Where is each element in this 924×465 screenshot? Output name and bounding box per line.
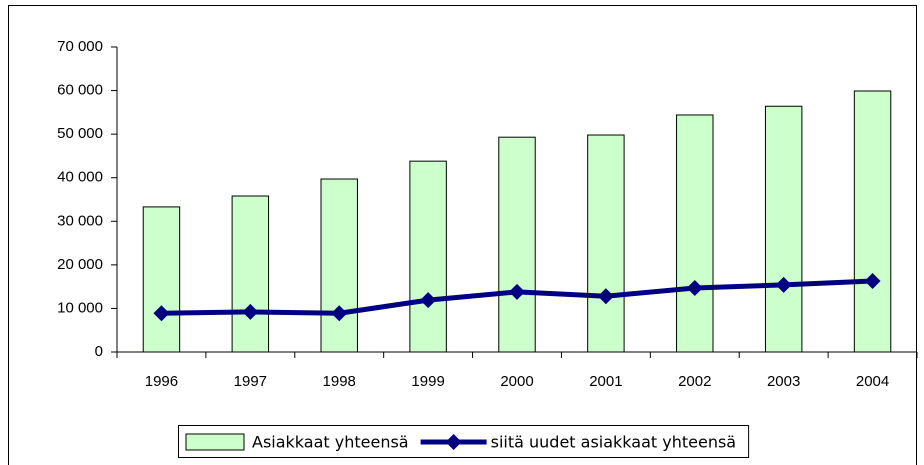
- x-tick-label: 1999: [411, 373, 444, 390]
- x-tick-label: 1996: [145, 373, 178, 390]
- x-tick-label: 2003: [767, 373, 800, 390]
- x-tick-label: 2001: [589, 373, 622, 390]
- y-tick-label: 20 000: [57, 256, 103, 273]
- y-tick-label: 0: [95, 343, 103, 360]
- y-tick-label: 40 000: [57, 169, 103, 186]
- bar: [764, 105, 803, 353]
- y-tick-label: 10 000: [57, 299, 103, 316]
- x-tick-label: 2002: [678, 373, 711, 390]
- x-tick-label: 1998: [323, 373, 356, 390]
- x-tick-label: 2004: [856, 373, 889, 390]
- bar: [320, 178, 358, 353]
- marker: [597, 288, 614, 305]
- bar: [409, 160, 447, 353]
- legend-marker: [445, 434, 462, 450]
- bar: [142, 206, 181, 353]
- legend-label: Asiakkaat yhteensä: [252, 433, 409, 452]
- marker: [420, 292, 437, 309]
- legend-label: siitä uudet asiakkaat yhteensä: [491, 433, 737, 452]
- marker: [864, 272, 881, 289]
- bar: [498, 136, 536, 353]
- marker: [242, 303, 259, 320]
- legend: Asiakkaat yhteensä siitä uudet asiakkaat …: [178, 425, 750, 458]
- bar: [231, 195, 270, 353]
- x-tick-label: 2000: [500, 373, 533, 390]
- y-tick-label: 70 000: [57, 38, 103, 55]
- marker: [775, 276, 792, 293]
- bar: [676, 114, 714, 353]
- y-tick-label: 60 000: [57, 82, 103, 99]
- marker: [153, 305, 170, 322]
- bar: [853, 90, 892, 353]
- marker: [686, 279, 703, 296]
- marker: [331, 305, 348, 322]
- marker: [509, 283, 525, 300]
- x-tick-label: 1997: [234, 373, 267, 390]
- y-tick-label: 30 000: [57, 212, 103, 229]
- legend-swatch: [185, 433, 245, 451]
- bar: [587, 134, 625, 353]
- y-tick-label: 50 000: [57, 125, 103, 142]
